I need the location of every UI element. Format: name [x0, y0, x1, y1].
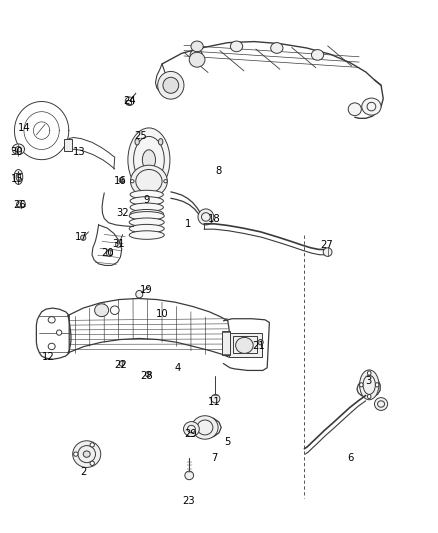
- Ellipse shape: [131, 165, 167, 197]
- Ellipse shape: [142, 150, 155, 170]
- Ellipse shape: [95, 304, 109, 317]
- Ellipse shape: [211, 394, 220, 403]
- Ellipse shape: [367, 394, 371, 399]
- Ellipse shape: [374, 398, 388, 410]
- Ellipse shape: [130, 190, 163, 199]
- Ellipse shape: [110, 306, 119, 314]
- Ellipse shape: [190, 50, 202, 60]
- Text: 28: 28: [141, 371, 153, 381]
- Ellipse shape: [236, 337, 253, 353]
- Ellipse shape: [90, 461, 95, 465]
- Bar: [126, 100, 131, 104]
- Ellipse shape: [14, 169, 23, 184]
- Ellipse shape: [164, 180, 167, 183]
- Ellipse shape: [129, 218, 164, 227]
- Text: 20: 20: [101, 248, 113, 258]
- Ellipse shape: [130, 203, 163, 212]
- Text: 26: 26: [13, 200, 26, 210]
- Ellipse shape: [311, 50, 324, 60]
- Text: 16: 16: [114, 176, 127, 186]
- Ellipse shape: [119, 177, 124, 183]
- Text: 15: 15: [11, 174, 24, 183]
- Text: 22: 22: [114, 360, 127, 370]
- Ellipse shape: [185, 471, 194, 480]
- Text: 18: 18: [208, 214, 221, 223]
- Ellipse shape: [48, 343, 55, 350]
- Text: 10: 10: [156, 310, 168, 319]
- Ellipse shape: [258, 340, 263, 345]
- Ellipse shape: [362, 98, 381, 115]
- Ellipse shape: [130, 209, 163, 218]
- Ellipse shape: [17, 200, 25, 208]
- Ellipse shape: [90, 443, 95, 447]
- Ellipse shape: [128, 128, 170, 192]
- Bar: [222, 332, 230, 356]
- Text: 23: 23: [182, 496, 194, 506]
- Ellipse shape: [106, 250, 113, 256]
- Text: 5: 5: [225, 438, 231, 447]
- Text: 25: 25: [134, 131, 147, 141]
- Ellipse shape: [131, 180, 134, 183]
- Text: 6: 6: [347, 454, 353, 463]
- Text: 14: 14: [18, 123, 30, 133]
- Ellipse shape: [136, 290, 143, 298]
- Ellipse shape: [12, 144, 25, 155]
- Ellipse shape: [271, 43, 283, 53]
- Ellipse shape: [198, 209, 214, 225]
- Ellipse shape: [129, 224, 164, 233]
- Ellipse shape: [119, 361, 124, 366]
- Ellipse shape: [129, 231, 164, 239]
- Text: 4: 4: [174, 363, 180, 373]
- Ellipse shape: [57, 330, 62, 335]
- Ellipse shape: [189, 52, 205, 67]
- Text: 3: 3: [365, 376, 371, 386]
- Text: 7: 7: [212, 454, 218, 463]
- Text: 31: 31: [112, 239, 124, 248]
- Ellipse shape: [375, 383, 379, 387]
- Ellipse shape: [367, 371, 371, 375]
- Bar: [64, 139, 72, 151]
- Ellipse shape: [129, 212, 164, 220]
- Text: 12: 12: [42, 352, 55, 362]
- Ellipse shape: [191, 41, 203, 52]
- Ellipse shape: [73, 441, 101, 467]
- Bar: [233, 336, 258, 353]
- Text: 17: 17: [74, 232, 88, 242]
- Text: 2: 2: [80, 467, 86, 477]
- Text: 11: 11: [208, 398, 221, 407]
- Text: 19: 19: [140, 286, 153, 295]
- Text: 8: 8: [216, 166, 222, 175]
- Ellipse shape: [135, 139, 139, 145]
- Ellipse shape: [138, 131, 145, 138]
- Ellipse shape: [74, 452, 78, 456]
- Text: 9: 9: [144, 195, 150, 205]
- Text: 27: 27: [320, 240, 333, 250]
- Ellipse shape: [159, 175, 163, 181]
- Text: 32: 32: [117, 208, 129, 218]
- Text: 21: 21: [252, 342, 265, 351]
- Ellipse shape: [158, 71, 184, 99]
- Ellipse shape: [348, 103, 361, 116]
- Ellipse shape: [360, 370, 379, 400]
- Ellipse shape: [230, 41, 243, 52]
- Ellipse shape: [48, 317, 55, 323]
- Ellipse shape: [159, 139, 163, 145]
- Ellipse shape: [81, 235, 86, 240]
- Text: 30: 30: [11, 147, 23, 157]
- Ellipse shape: [135, 175, 139, 181]
- Text: 24: 24: [123, 96, 135, 106]
- Ellipse shape: [192, 416, 218, 439]
- Ellipse shape: [130, 197, 163, 205]
- Text: 13: 13: [73, 147, 85, 157]
- Ellipse shape: [360, 383, 363, 387]
- Ellipse shape: [184, 422, 199, 437]
- Text: 1: 1: [185, 219, 191, 229]
- Ellipse shape: [323, 248, 332, 256]
- Text: 29: 29: [184, 430, 197, 439]
- Ellipse shape: [83, 451, 90, 457]
- Ellipse shape: [145, 372, 151, 377]
- Bar: [229, 333, 262, 357]
- Ellipse shape: [163, 77, 179, 93]
